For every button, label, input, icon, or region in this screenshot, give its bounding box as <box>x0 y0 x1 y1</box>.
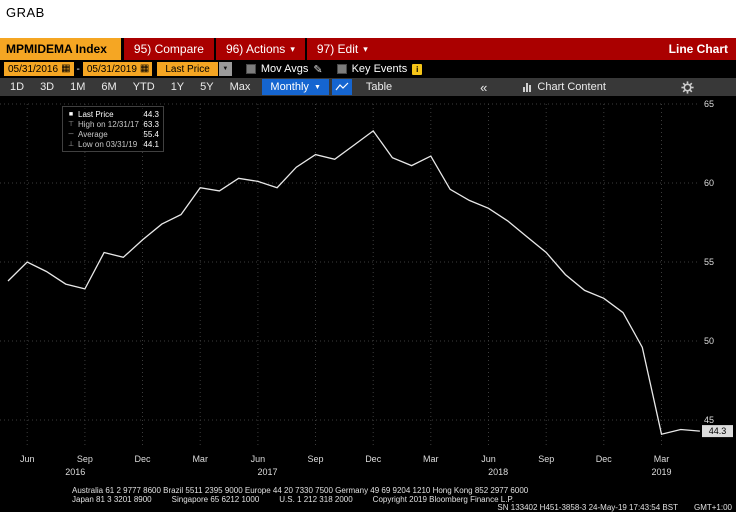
end-date-value: 05/31/2019 <box>86 63 137 75</box>
calendar-icon[interactable] <box>140 64 149 74</box>
low-marker-icon <box>67 140 75 148</box>
legend-row-last-price: Last Price 44.3 <box>67 109 159 119</box>
price-field-dropdown-arrow-icon[interactable] <box>218 62 232 76</box>
actions-button[interactable]: 96) Actions <box>213 38 305 60</box>
svg-text:Sep: Sep <box>307 454 323 464</box>
security-ticker[interactable]: MPMIDEMA Index <box>0 38 121 60</box>
line-chart-type-button[interactable] <box>331 79 352 95</box>
grab-bar: GRAB <box>0 0 736 38</box>
footer-contacts-line1: Australia 61 2 9777 8600 Brazil 5511 239… <box>72 486 529 495</box>
command-menu-strip: 95) Compare 96) Actions 97) Edit Line Ch… <box>123 38 736 60</box>
svg-text:2018: 2018 <box>488 467 508 477</box>
mov-avgs-label: Mov Avgs <box>260 63 309 75</box>
serial-number: SN 133402 H451-3858-3 24-May-19 17:43:54… <box>497 503 678 512</box>
mov-avgs-checkbox[interactable]: Mov Avgs <box>245 63 323 76</box>
checkbox-box[interactable] <box>336 64 347 74</box>
average-marker-icon <box>67 131 75 138</box>
line-chart-icon <box>335 82 349 91</box>
svg-text:Dec: Dec <box>365 454 382 464</box>
edit-button[interactable]: 97) Edit <box>304 38 378 60</box>
chart-canvas[interactable]: 45 50 55 60 65 Jun Sep Dec Mar Jun Sep Dec Mar Jun Sep… <box>0 96 736 486</box>
svg-text:2019: 2019 <box>651 467 671 477</box>
start-date-input[interactable]: 05/31/2016 <box>4 62 74 76</box>
svg-text:Sep: Sep <box>538 454 554 464</box>
tab-table[interactable]: Table <box>365 81 393 93</box>
svg-text:2016: 2016 <box>65 467 85 477</box>
svg-text:Jun: Jun <box>481 454 496 464</box>
tab-max[interactable]: Max <box>229 81 251 93</box>
checkbox-box[interactable] <box>245 64 256 74</box>
high-marker-icon <box>67 120 75 128</box>
svg-text:Dec: Dec <box>134 454 151 464</box>
footer-contacts-line2: Japan 81 3 3201 8900 Singapore 65 6212 1… <box>72 494 514 504</box>
chart-legend[interactable]: Last Price 44.3 High on 12/31/17 63.3 Av… <box>62 106 164 152</box>
key-events-label: Key Events <box>351 63 408 75</box>
footer-serial-line: SN 133402 H451-3858-3 24-May-19 17:43:54… <box>72 503 732 513</box>
frequency-select[interactable]: Monthly <box>262 79 329 95</box>
chevron-down-icon <box>314 84 321 91</box>
svg-text:60: 60 <box>704 178 714 188</box>
bottom-margin <box>0 512 736 531</box>
tab-6m[interactable]: 6M <box>101 81 117 93</box>
collapse-panel-button[interactable]: « <box>480 79 488 95</box>
key-events-icon[interactable] <box>412 63 423 75</box>
end-date-input[interactable]: 05/31/2019 <box>82 62 153 76</box>
tab-1m[interactable]: 1M <box>70 81 86 93</box>
legend-row-high: High on 12/31/17 63.3 <box>67 119 159 129</box>
svg-text:50: 50 <box>704 336 714 346</box>
pencil-icon[interactable] <box>313 63 322 76</box>
tab-1y[interactable]: 1Y <box>170 81 185 93</box>
chart-content-label: Chart Content <box>537 81 606 93</box>
tab-ytd[interactable]: YTD <box>132 81 155 93</box>
svg-text:65: 65 <box>704 99 714 109</box>
svg-text:Jun: Jun <box>20 454 35 464</box>
svg-text:45: 45 <box>704 415 714 425</box>
terminal-footer: Australia 61 2 9777 8600 Brazil 5511 239… <box>0 486 736 512</box>
svg-text:Mar: Mar <box>192 454 208 464</box>
chart-settings-bar: 05/31/2016 - 05/31/2019 Last Price Mov A… <box>0 60 736 78</box>
legend-row-low: Low on 03/31/19 44.1 <box>67 139 159 149</box>
gmt-offset: GMT+1:00 <box>693 503 732 512</box>
tab-5y[interactable]: 5Y <box>200 81 214 93</box>
svg-text:Mar: Mar <box>423 454 439 464</box>
svg-text:Mar: Mar <box>654 454 670 464</box>
period-tab-bar: 1D 3D 1M 6M YTD 1Y 5Y Max Monthly Table … <box>0 78 736 96</box>
last-price-marker-icon <box>67 111 75 118</box>
svg-text:44.3: 44.3 <box>709 426 727 436</box>
svg-text:Dec: Dec <box>596 454 613 464</box>
price-field-select[interactable]: Last Price <box>157 62 218 76</box>
svg-text:Jun: Jun <box>251 454 266 464</box>
toolbar-spacer <box>378 38 669 60</box>
command-toolbar: MPMIDEMA Index 95) Compare 96) Actions 9… <box>0 38 736 60</box>
compare-button[interactable]: 95) Compare <box>123 38 214 60</box>
key-events-checkbox[interactable]: Key Events <box>336 63 423 75</box>
chart-content-icon <box>523 82 532 92</box>
chart-content-button[interactable]: Chart Content <box>523 81 606 93</box>
tab-1d[interactable]: 1D <box>10 81 25 93</box>
svg-text:55: 55 <box>704 257 714 267</box>
gear-icon[interactable] <box>681 80 694 94</box>
page-title: Line Chart <box>668 42 728 56</box>
legend-row-average: Average 55.4 <box>67 129 159 139</box>
tab-3d[interactable]: 3D <box>40 81 55 93</box>
svg-text:Sep: Sep <box>77 454 93 464</box>
start-date-value: 05/31/2016 <box>8 63 59 75</box>
chart-area: 45 50 55 60 65 Jun Sep Dec Mar Jun Sep Dec Mar Jun Sep… <box>0 96 736 486</box>
calendar-icon[interactable] <box>61 64 70 74</box>
svg-text:2017: 2017 <box>257 467 277 477</box>
date-range-separator: - <box>76 63 80 75</box>
price-field-value: Last Price <box>165 63 210 75</box>
grab-label: GRAB <box>6 5 45 20</box>
frequency-value: Monthly <box>270 81 309 93</box>
